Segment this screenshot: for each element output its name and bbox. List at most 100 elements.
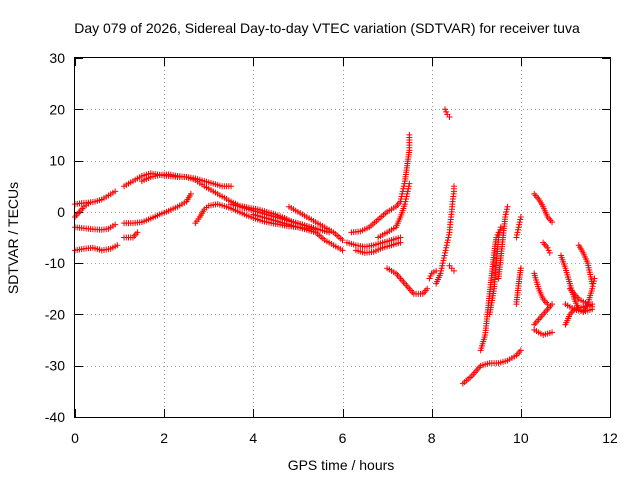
data-point <box>404 190 411 197</box>
series-s18 <box>426 267 440 282</box>
series-s29 <box>531 270 551 308</box>
series-s13 <box>343 234 404 250</box>
series-s7 <box>121 229 141 241</box>
y-tick-label: 30 <box>49 50 65 66</box>
data-point <box>450 267 457 274</box>
data-point <box>545 247 552 254</box>
data-point <box>517 213 524 220</box>
y-tick-label: 20 <box>49 101 65 117</box>
data-point <box>546 249 553 256</box>
data-point <box>399 188 406 195</box>
series-s11 <box>250 211 346 254</box>
y-axis-label: SDTVAR / TECUs <box>5 182 21 294</box>
series-s1 <box>72 188 119 208</box>
data-point <box>503 206 510 213</box>
x-tick-label: 8 <box>428 430 436 446</box>
data-point <box>549 219 556 226</box>
series-s20 <box>433 183 457 287</box>
x-tick-label: 2 <box>160 430 168 446</box>
data-point <box>445 234 452 241</box>
data-point <box>439 262 446 269</box>
data-point <box>445 231 452 238</box>
data-point <box>504 203 511 210</box>
data-point <box>403 193 410 200</box>
data-point <box>228 183 235 190</box>
series-s8 <box>138 171 315 231</box>
data-point <box>502 211 509 218</box>
data-point <box>401 180 408 187</box>
series-s6 <box>121 190 194 227</box>
series-s16 <box>375 180 413 241</box>
data-point <box>589 285 596 292</box>
data-point <box>496 229 503 236</box>
data-point <box>400 183 407 190</box>
data-marks <box>72 106 598 387</box>
data-point <box>406 131 413 138</box>
x-tick-label: 6 <box>339 430 347 446</box>
data-point <box>400 185 407 192</box>
x-tick-label: 10 <box>513 430 529 446</box>
data-point <box>549 329 556 336</box>
data-point <box>85 200 92 207</box>
data-point <box>443 108 450 115</box>
y-tick-label: -40 <box>45 409 65 425</box>
data-point <box>589 280 596 287</box>
series-s37 <box>566 285 596 310</box>
data-point <box>397 198 404 205</box>
data-point <box>549 301 556 308</box>
data-point <box>516 221 523 228</box>
series-s22 <box>459 347 524 387</box>
x-tick-label: 4 <box>249 430 257 446</box>
series-s36 <box>575 242 596 287</box>
data-point <box>446 113 453 120</box>
data-point <box>442 247 449 254</box>
data-point <box>438 265 445 272</box>
data-point <box>442 249 449 256</box>
x-tick-labels: 0 2 4 6 8 10 12 <box>71 430 618 446</box>
data-point <box>515 226 522 233</box>
data-point <box>589 303 596 310</box>
data-point <box>440 257 447 264</box>
data-point <box>514 229 521 236</box>
data-point <box>397 239 404 246</box>
data-point <box>406 180 413 187</box>
data-point <box>513 234 520 241</box>
series-s32 <box>531 301 556 328</box>
data-point <box>544 244 551 251</box>
data-point <box>114 242 121 249</box>
series-s19 <box>442 106 453 120</box>
data-point <box>426 275 433 282</box>
series-s12 <box>286 203 346 244</box>
data-point <box>513 231 520 238</box>
data-point <box>437 270 444 277</box>
data-point <box>403 196 410 203</box>
y-tick-label: -10 <box>45 255 65 271</box>
data-point <box>405 185 412 192</box>
y-tick-label: 0 <box>57 204 65 220</box>
y-tick-label: -30 <box>45 358 65 374</box>
series-s15 <box>352 239 404 256</box>
data-point <box>440 255 447 262</box>
series-s35 <box>562 301 596 315</box>
x-tick-label: 12 <box>602 430 618 446</box>
data-point <box>442 106 449 113</box>
data-point <box>134 229 141 236</box>
series-s28 <box>531 190 556 226</box>
data-point <box>405 183 412 190</box>
data-point <box>427 272 434 279</box>
data-point <box>438 267 445 274</box>
data-point <box>404 188 411 195</box>
series-s14 <box>348 131 413 236</box>
data-point <box>517 265 524 272</box>
series-s25 <box>495 203 511 282</box>
data-point <box>444 239 451 246</box>
series-s26 <box>513 265 524 308</box>
data-point <box>424 285 431 292</box>
data-point <box>402 198 409 205</box>
data-point <box>441 252 448 259</box>
y-tick-label: 10 <box>49 153 65 169</box>
data-point <box>433 267 440 274</box>
data-point <box>443 242 450 249</box>
data-point <box>450 183 457 190</box>
